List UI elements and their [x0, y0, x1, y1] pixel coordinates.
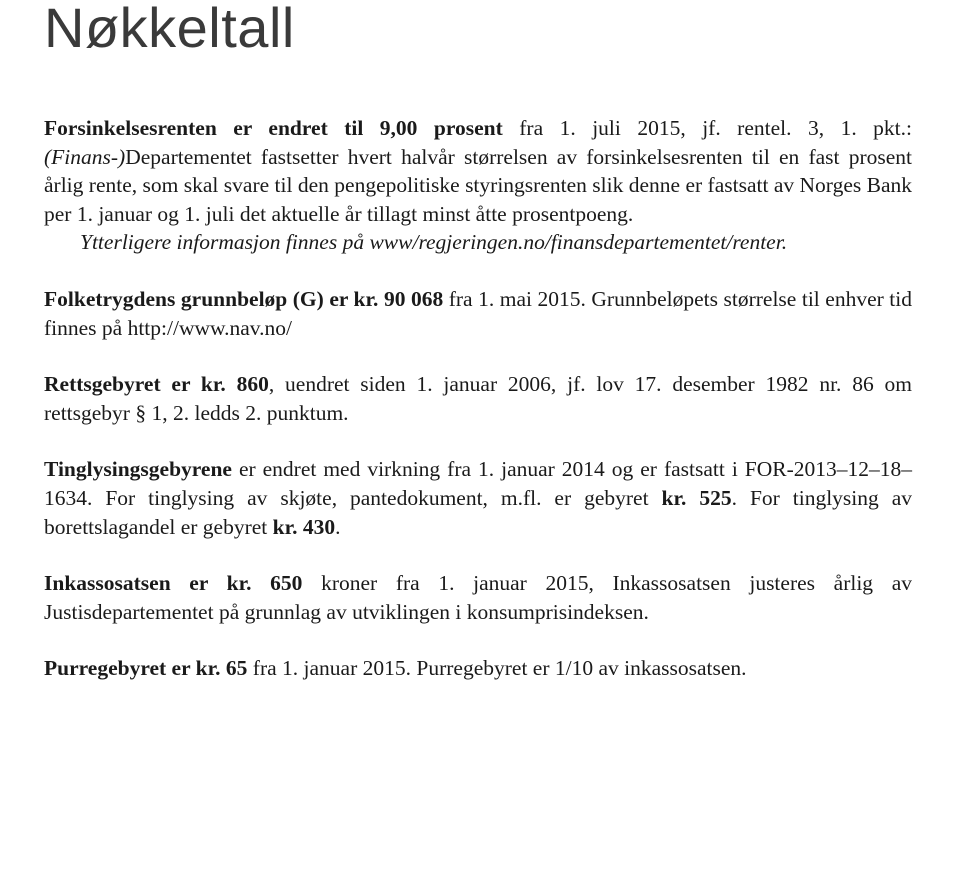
text-italic: (Finans-): [44, 145, 125, 169]
text-bold: Folketrygdens grunnbeløp (G) er kr. 90 0…: [44, 287, 449, 311]
paragraph-purregebyret: Purregebyret er kr. 65 fra 1. januar 201…: [44, 654, 912, 683]
text: fra 1. juli 2015, jf. rentel. 3, 1. pkt.…: [519, 116, 912, 140]
text-italic-indent: Ytterligere informasjon finnes på www/re…: [44, 228, 787, 257]
text-bold: Forsinkelsesrenten er endret til 9,00 pr…: [44, 116, 519, 140]
text-bold: Inkassosatsen er kr. 650: [44, 571, 321, 595]
text: Departementet fastsetter hvert halvår st…: [44, 145, 912, 226]
text: fra 1. januar 2015. Purregebyret er 1/10…: [253, 656, 747, 680]
text-bold: kr. 430: [273, 515, 336, 539]
text-bold: Tinglysingsgebyrene: [44, 457, 239, 481]
text-bold: Purregebyret er kr. 65: [44, 656, 253, 680]
text: .: [335, 515, 340, 539]
paragraph-tinglysingsgebyrene: Tinglysingsgebyrene er endret med virkni…: [44, 455, 912, 541]
paragraph-rettsgebyret: Rettsgebyret er kr. 860, uendret siden 1…: [44, 370, 912, 427]
text-bold: Rettsgebyret er kr. 860: [44, 372, 269, 396]
paragraph-inkassosatsen: Inkassosatsen er kr. 650 kroner fra 1. j…: [44, 569, 912, 626]
paragraph-folketrygdens: Folketrygdens grunnbeløp (G) er kr. 90 0…: [44, 285, 912, 342]
text-bold: kr. 525: [662, 486, 732, 510]
paragraph-forsinkelsesrenten: Forsinkelsesrenten er endret til 9,00 pr…: [44, 114, 912, 257]
page-title: Nøkkeltall: [44, 0, 912, 56]
